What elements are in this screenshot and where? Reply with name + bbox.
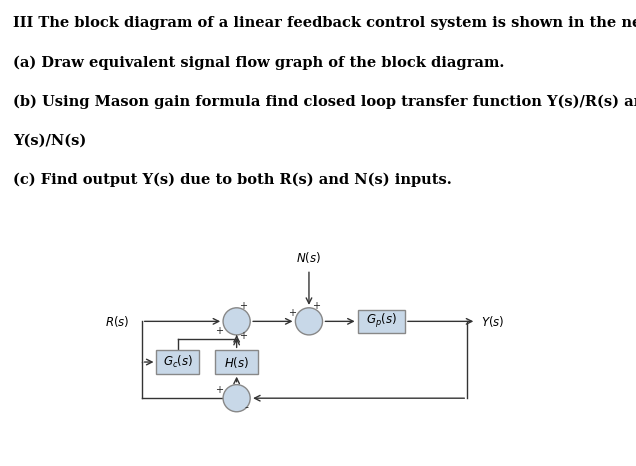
Text: III The block diagram of a linear feedback control system is shown in the next p: III The block diagram of a linear feedba… — [13, 16, 636, 30]
Text: $Y(s)$: $Y(s)$ — [481, 314, 504, 329]
Text: $R(s)$: $R(s)$ — [104, 314, 129, 329]
Text: $G_p(s)$: $G_p(s)$ — [366, 312, 397, 330]
Circle shape — [223, 384, 250, 412]
Text: $G_c(s)$: $G_c(s)$ — [163, 354, 193, 370]
Text: $H(s)$: $H(s)$ — [224, 355, 249, 370]
Text: +: + — [216, 326, 223, 336]
Circle shape — [223, 308, 250, 335]
Text: $N(s)$: $N(s)$ — [296, 250, 322, 265]
Text: (b) Using Mason gain formula find closed loop transfer function Y(s)/R(s) and: (b) Using Mason gain formula find closed… — [13, 94, 636, 109]
Bar — [156, 350, 199, 374]
Text: (a) Draw equivalent signal flow graph of the block diagram.: (a) Draw equivalent signal flow graph of… — [13, 55, 504, 69]
Text: +: + — [239, 302, 247, 311]
Text: +: + — [312, 302, 320, 311]
Text: (c) Find output Y(s) due to both R(s) and N(s) inputs.: (c) Find output Y(s) due to both R(s) an… — [13, 172, 452, 187]
Circle shape — [295, 308, 322, 335]
Text: -: - — [245, 402, 249, 412]
Bar — [215, 350, 258, 374]
Bar — [357, 309, 405, 333]
Text: +: + — [216, 385, 223, 395]
Text: +: + — [287, 308, 296, 318]
Text: Y(s)/N(s): Y(s)/N(s) — [13, 133, 86, 147]
Text: +: + — [239, 331, 247, 341]
